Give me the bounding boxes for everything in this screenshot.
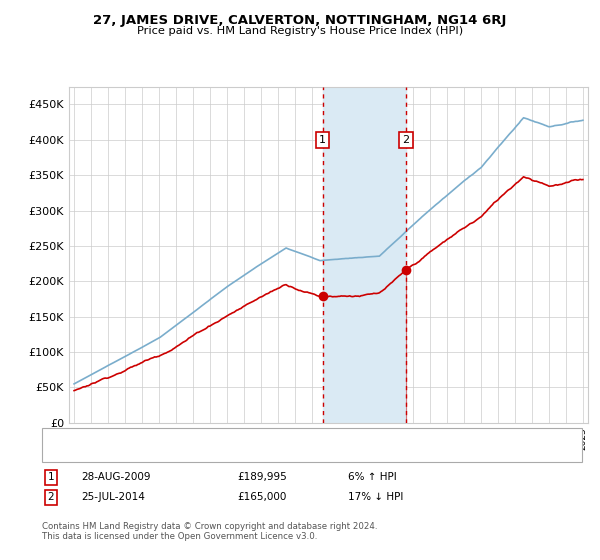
Text: £165,000: £165,000 [237,492,286,502]
Text: 25-JUL-2014: 25-JUL-2014 [81,492,145,502]
Text: Price paid vs. HM Land Registry's House Price Index (HPI): Price paid vs. HM Land Registry's House … [137,26,463,36]
Text: 2: 2 [47,492,55,502]
Text: 2: 2 [402,135,409,145]
Text: 27, JAMES DRIVE, CALVERTON, NOTTINGHAM, NG14 6RJ (detached house): 27, JAMES DRIVE, CALVERTON, NOTTINGHAM, … [79,432,440,442]
Text: 6% ↑ HPI: 6% ↑ HPI [348,472,397,482]
Text: Contains HM Land Registry data © Crown copyright and database right 2024.
This d: Contains HM Land Registry data © Crown c… [42,522,377,542]
Text: £189,995: £189,995 [237,472,287,482]
Text: 27, JAMES DRIVE, CALVERTON, NOTTINGHAM, NG14 6RJ: 27, JAMES DRIVE, CALVERTON, NOTTINGHAM, … [94,14,506,27]
Text: 1: 1 [47,472,55,482]
Text: 28-AUG-2009: 28-AUG-2009 [81,472,151,482]
Text: 17% ↓ HPI: 17% ↓ HPI [348,492,403,502]
Text: 1: 1 [319,135,326,145]
Bar [323,87,406,423]
Text: HPI: Average price, detached house, Gedling: HPI: Average price, detached house, Gedl… [79,448,298,458]
